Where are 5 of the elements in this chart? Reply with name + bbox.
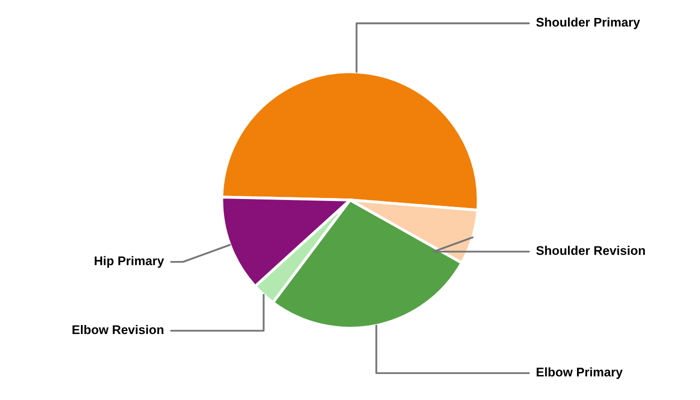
- slice-label: Shoulder Primary: [536, 17, 640, 30]
- slice-label: Hip Primary: [94, 256, 164, 268]
- slice-label: Shoulder Revision: [536, 246, 645, 255]
- slice-label: Elbow Primary: [536, 367, 623, 379]
- slice-label: Elbow Revision: [72, 324, 164, 334]
